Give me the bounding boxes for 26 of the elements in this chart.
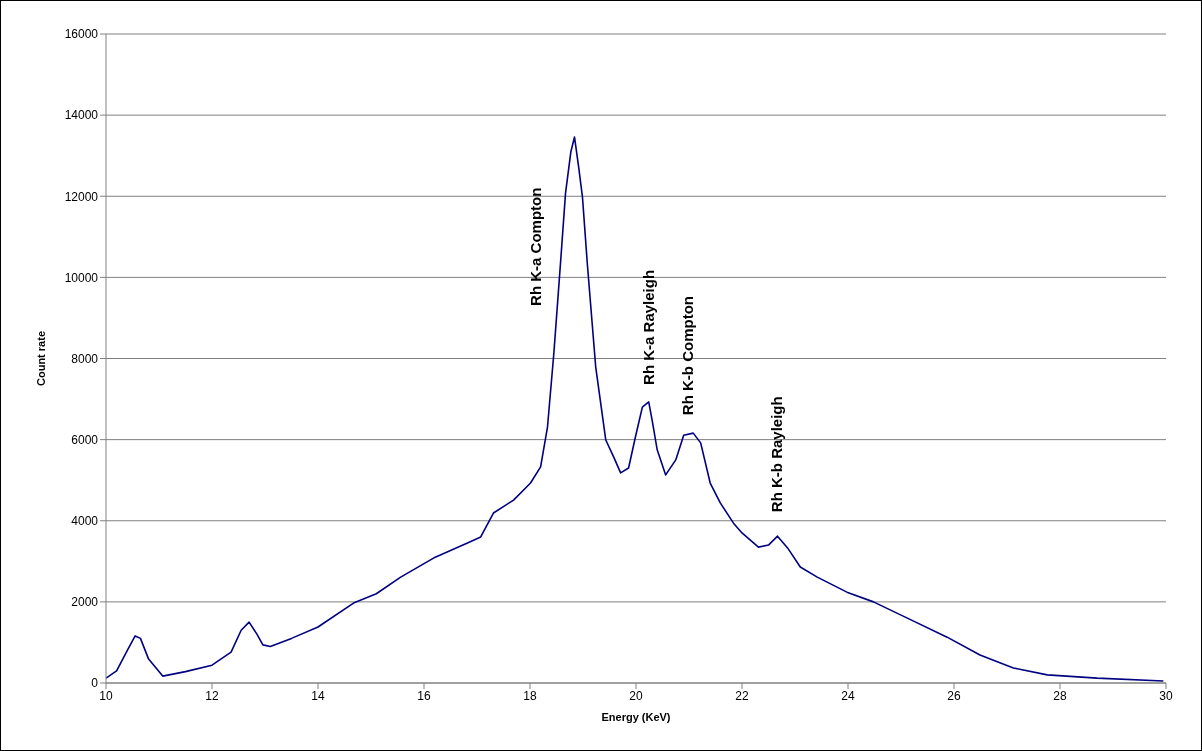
y-tick-label: 0 <box>91 676 99 691</box>
x-axis-title: Energy (KeV) <box>601 711 671 723</box>
y-tick-label: 12000 <box>64 189 99 204</box>
x-tick-label: 22 <box>735 688 749 703</box>
x-tick-label: 20 <box>629 688 643 703</box>
x-tick-label: 16 <box>417 688 431 703</box>
annotation: Rh K-b Rayleigh <box>767 396 785 513</box>
y-tick-label: 10000 <box>64 270 99 285</box>
annotation: Rh K-b Compton <box>679 295 697 416</box>
x-tick-label: 24 <box>841 688 855 703</box>
y-tick-label: 6000 <box>71 432 99 447</box>
annotation: Rh K-a Rayleigh <box>639 269 657 385</box>
x-tick-label: 26 <box>947 688 961 703</box>
x-tick-label: 18 <box>523 688 537 703</box>
y-tick-label: 8000 <box>71 351 99 366</box>
x-tick-label: 14 <box>311 688 325 703</box>
annotation: Rh K-a Compton <box>526 187 544 306</box>
x-tick-label: 12 <box>205 688 219 703</box>
y-axis-title: Count rate <box>34 331 47 386</box>
y-tick-label: 14000 <box>64 108 99 123</box>
x-tick-label: 10 <box>99 688 113 703</box>
y-tick-label: 2000 <box>71 595 99 610</box>
x-tick-label: 28 <box>1053 688 1067 703</box>
y-tick-label: 4000 <box>71 514 99 529</box>
y-tick-label: 16000 <box>64 27 99 42</box>
x-tick-label: 30 <box>1159 688 1173 703</box>
